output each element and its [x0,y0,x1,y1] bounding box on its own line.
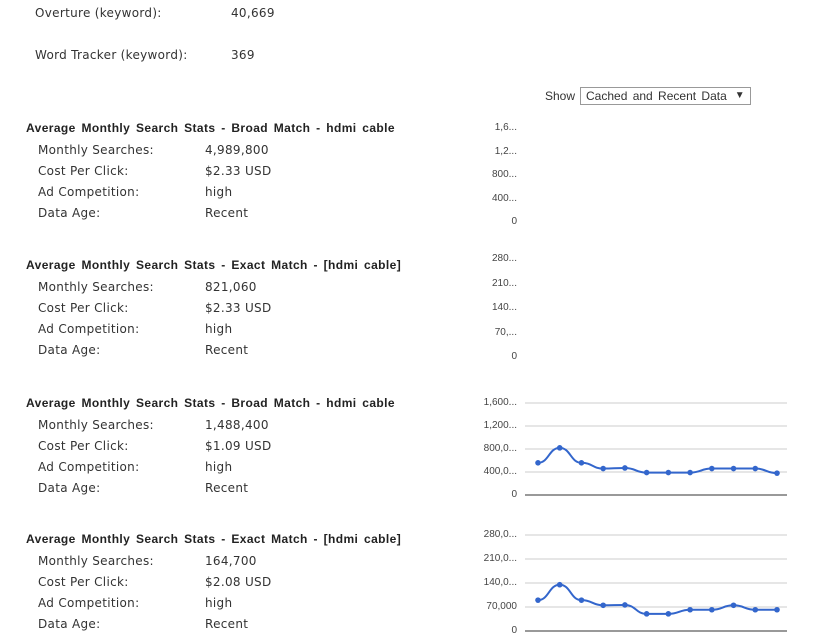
stat-value: $2.33 USD [205,164,272,178]
data-point [687,606,693,613]
stat-value: $2.08 USD [205,575,272,589]
wordtracker-label: Word Tracker (keyword): [35,48,188,62]
data-point [709,465,715,472]
chevron-down-icon: ▼ [734,90,745,101]
stat-label: Data Age: [38,206,101,220]
y-tick-label: 400,0... [483,466,517,477]
data-point [709,606,715,613]
y-tick-label: 1,2... [494,145,517,157]
series-line [537,583,777,615]
stat-label: Monthly Searches: [38,143,154,157]
stat-label: Ad Competition: [38,596,140,610]
line-chart [525,402,787,496]
section-title: Average Monthly Search Stats - Exact Mat… [26,258,402,272]
stat-label: Ad Competition: [38,460,140,474]
y-tick-label: 800,0... [483,443,517,454]
stat-value: high [205,322,233,336]
data-filter-select[interactable]: Cached and Recent Data ▼ [580,87,751,105]
y-tick-label: 0 [511,489,517,500]
y-tick-label: 1,600... [483,397,517,408]
y-tick-label: 400... [491,192,517,204]
stat-value: high [205,596,233,610]
y-tick-label: 70,000 [486,601,517,612]
stat-label: Cost Per Click: [38,301,129,315]
data-point [578,460,585,466]
stat-label: Monthly Searches: [38,554,154,568]
data-point [535,597,541,603]
select-value: Cached and Recent Data [586,89,727,103]
overture-value: 40,669 [231,6,275,20]
stat-label: Data Age: [38,481,101,495]
stat-value: high [205,460,233,474]
stat-label: Cost Per Click: [38,439,129,453]
stat-value: Recent [205,617,249,631]
section-title: Average Monthly Search Stats - Exact Mat… [26,532,402,546]
stat-label: Cost Per Click: [38,164,129,178]
stat-label: Data Age: [38,617,101,631]
stat-value: high [205,185,233,199]
y-tick-label: 70,... [494,326,517,338]
data-point [535,460,541,466]
stat-label: Ad Competition: [38,322,140,336]
stat-label: Ad Competition: [38,185,140,199]
data-point [687,469,693,476]
data-point [774,606,780,613]
y-tick-label: 1,6... [494,122,517,133]
y-tick-label: 140... [491,302,517,313]
stat-value: $1.09 USD [205,439,272,453]
overture-label: Overture (keyword): [35,6,162,20]
data-point [600,602,606,609]
y-tick-label: 0 [511,351,517,362]
stat-value: Recent [205,481,249,495]
data-point [643,611,650,617]
wordtracker-value: 369 [231,48,255,62]
y-tick-label: 0 [511,216,517,227]
stat-label: Monthly Searches: [38,418,154,432]
y-tick-label: 0 [511,625,517,636]
data-point [556,445,563,451]
y-tick-label: 280,0... [483,529,517,540]
data-point [730,465,737,472]
data-point [730,602,737,609]
stat-value: 164,700 [205,554,257,568]
y-tick-label: 800... [491,169,517,180]
section-title: Average Monthly Search Stats - Broad Mat… [26,396,395,410]
y-tick-label: 1,200... [483,420,517,431]
stat-label: Cost Per Click: [38,575,129,589]
y-tick-label: 210... [491,277,517,289]
data-point [752,465,759,472]
stat-label: Monthly Searches: [38,280,154,294]
stat-value: 1,488,400 [205,418,269,432]
line-chart [525,534,787,632]
y-tick-label: 280... [491,253,517,264]
stat-value: 821,060 [205,280,257,294]
stat-label: Data Age: [38,343,101,357]
stat-value: 4,989,800 [205,143,269,157]
y-tick-label: 140,0... [483,577,517,588]
data-point [665,469,672,476]
data-point [665,611,672,617]
data-point [622,465,628,471]
data-point [556,581,563,588]
data-point [600,465,606,472]
show-label: Show [545,89,576,103]
data-point [752,606,759,613]
series-line [537,446,778,475]
section-title: Average Monthly Search Stats - Broad Mat… [26,121,395,135]
data-point [622,602,628,608]
data-point [643,469,650,476]
stat-value: Recent [205,343,249,357]
data-point [578,597,585,603]
data-point [774,470,780,476]
stat-value: Recent [205,206,249,220]
stat-value: $2.33 USD [205,301,272,315]
y-tick-label: 210,0... [483,553,517,564]
